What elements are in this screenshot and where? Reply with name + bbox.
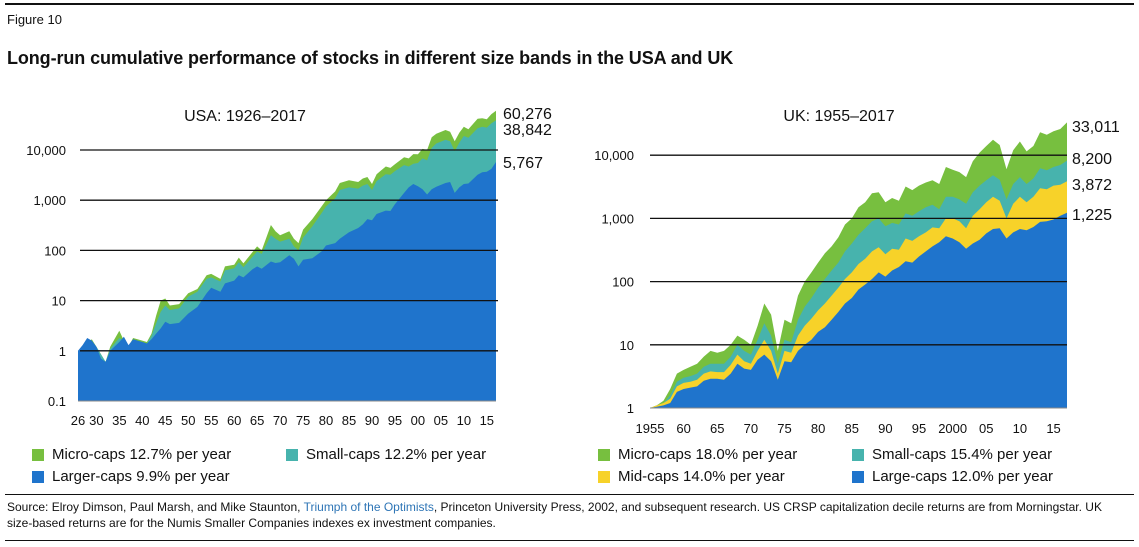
y-tick-label: 0.1 bbox=[48, 394, 66, 409]
x-tick-label: 85 bbox=[845, 421, 859, 436]
x-tick-label: 26 bbox=[71, 413, 85, 428]
legend-item-uk-mid: Mid-caps 14.0% per year bbox=[598, 468, 785, 485]
x-tick-label: 2000 bbox=[938, 421, 967, 436]
x-tick-label: 05 bbox=[979, 421, 993, 436]
y-tick-label: 10 bbox=[52, 294, 66, 309]
x-tick-label: 1955 bbox=[636, 421, 665, 436]
x-tick-label: 00 bbox=[411, 413, 425, 428]
x-tick-label: 30 bbox=[89, 413, 103, 428]
end-value-label: 38,842 bbox=[503, 122, 552, 139]
legend-swatch-micro bbox=[32, 448, 44, 461]
uk-legend: Micro-caps 18.0% per year Small-caps 15.… bbox=[598, 446, 1118, 490]
x-tick-label: 55 bbox=[204, 413, 218, 428]
figure-title: Long-run cumulative performance of stock… bbox=[7, 48, 734, 68]
x-tick-label: 10 bbox=[457, 413, 471, 428]
chart-subtitle: UK: 1955–2017 bbox=[783, 108, 894, 125]
legend-label: Small-caps 15.4% per year bbox=[872, 446, 1053, 463]
source-note: Source: Elroy Dimson, Paul Marsh, and Mi… bbox=[7, 499, 1127, 531]
y-tick-label: 1,000 bbox=[601, 211, 634, 226]
source-book-link[interactable]: Triumph of the Optimists bbox=[303, 500, 434, 514]
x-tick-label: 75 bbox=[777, 421, 791, 436]
legend-item-uk-large: Large-caps 12.0% per year bbox=[852, 468, 1053, 485]
end-value-label: 8,200 bbox=[1072, 151, 1112, 168]
legend-swatch-large bbox=[852, 470, 864, 483]
end-value-label: 3,872 bbox=[1072, 177, 1112, 194]
x-tick-label: 45 bbox=[158, 413, 172, 428]
x-tick-label: 15 bbox=[480, 413, 494, 428]
legend-item-uk-small: Small-caps 15.4% per year bbox=[852, 446, 1052, 463]
y-tick-label: 100 bbox=[44, 243, 66, 258]
divider bbox=[5, 494, 1134, 495]
area-large bbox=[650, 212, 1067, 408]
divider bbox=[5, 540, 1134, 541]
x-tick-label: 90 bbox=[365, 413, 379, 428]
legend-swatch-small bbox=[286, 448, 298, 461]
x-tick-label: 75 bbox=[296, 413, 310, 428]
y-tick-label: 10,000 bbox=[26, 143, 66, 158]
legend-swatch-large bbox=[32, 470, 44, 483]
area-large bbox=[78, 162, 496, 401]
x-tick-label: 60 bbox=[227, 413, 241, 428]
legend-item-uk-micro: Micro-caps 18.0% per year bbox=[598, 446, 797, 463]
top-rule bbox=[5, 3, 1134, 5]
x-tick-label: 80 bbox=[319, 413, 333, 428]
source-prefix: Source: Elroy Dimson, Paul Marsh, and Mi… bbox=[7, 500, 304, 514]
legend-item-usa-large: Larger-caps 9.9% per year bbox=[32, 468, 230, 485]
x-tick-label: 95 bbox=[388, 413, 402, 428]
y-tick-label: 1 bbox=[59, 344, 66, 359]
chart-subtitle: USA: 1926–2017 bbox=[184, 108, 306, 125]
x-tick-label: 10 bbox=[1013, 421, 1027, 436]
end-value-label: 5,767 bbox=[503, 155, 543, 172]
x-tick-label: 15 bbox=[1046, 421, 1060, 436]
y-tick-label: 10,000 bbox=[594, 148, 634, 163]
x-tick-label: 70 bbox=[744, 421, 758, 436]
y-tick-label: 1,000 bbox=[33, 193, 66, 208]
end-value-label: 33,011 bbox=[1072, 119, 1120, 136]
x-tick-label: 60 bbox=[676, 421, 690, 436]
end-value-label: 60,276 bbox=[503, 106, 552, 123]
x-tick-label: 65 bbox=[250, 413, 264, 428]
legend-label: Small-caps 12.2% per year bbox=[306, 446, 487, 463]
x-tick-label: 80 bbox=[811, 421, 825, 436]
x-tick-label: 85 bbox=[342, 413, 356, 428]
x-tick-label: 05 bbox=[434, 413, 448, 428]
y-tick-label: 10 bbox=[620, 338, 634, 353]
x-tick-label: 65 bbox=[710, 421, 724, 436]
legend-label: Larger-caps 9.9% per year bbox=[52, 468, 230, 485]
figure-label: Figure 10 bbox=[7, 12, 62, 27]
x-tick-label: 40 bbox=[135, 413, 149, 428]
legend-item-usa-micro: Micro-caps 12.7% per year bbox=[32, 446, 231, 463]
x-tick-label: 50 bbox=[181, 413, 195, 428]
x-tick-label: 35 bbox=[112, 413, 126, 428]
legend-swatch-mid bbox=[598, 470, 610, 483]
legend-swatch-micro bbox=[598, 448, 610, 461]
x-tick-label: 90 bbox=[878, 421, 892, 436]
source-suffix: , Princeton University Press, 2002, and … bbox=[7, 500, 1102, 530]
legend-label: Mid-caps 14.0% per year bbox=[618, 468, 785, 485]
x-tick-label: 95 bbox=[912, 421, 926, 436]
x-tick-label: 70 bbox=[273, 413, 287, 428]
end-value-label: 1,225 bbox=[1072, 207, 1112, 224]
legend-label: Large-caps 12.0% per year bbox=[872, 468, 1053, 485]
legend-item-usa-small: Small-caps 12.2% per year bbox=[286, 446, 486, 463]
legend-label: Micro-caps 12.7% per year bbox=[52, 446, 232, 463]
legend-swatch-small bbox=[852, 448, 864, 461]
y-tick-label: 100 bbox=[612, 275, 634, 290]
y-tick-label: 1 bbox=[627, 401, 634, 416]
usa-legend: Micro-caps 12.7% per year Small-caps 12.… bbox=[32, 446, 552, 490]
legend-label: Micro-caps 18.0% per year bbox=[618, 446, 798, 463]
